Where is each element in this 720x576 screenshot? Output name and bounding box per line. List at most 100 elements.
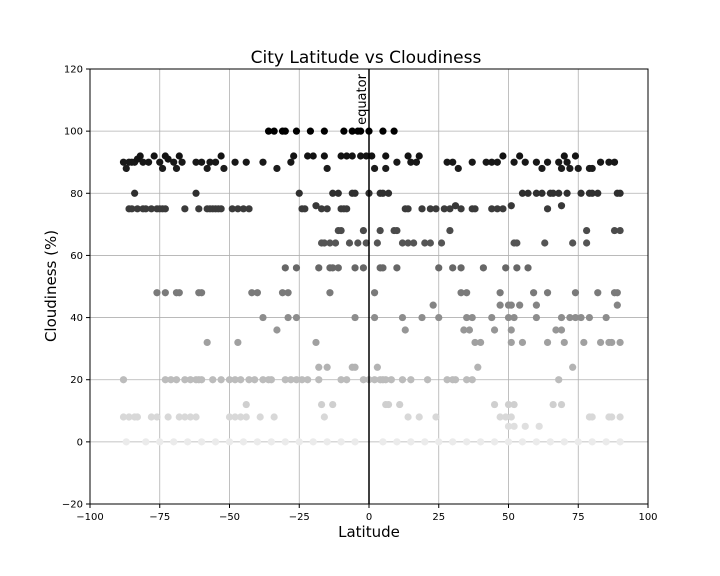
data-point: [583, 239, 591, 247]
equator-annotation: equator: [355, 73, 370, 125]
data-point: [418, 205, 426, 213]
y-tick-label: 100: [64, 127, 83, 138]
data-point: [390, 127, 398, 135]
data-point: [362, 239, 370, 247]
data-point: [482, 158, 490, 166]
data-point: [340, 127, 348, 135]
data-point: [198, 376, 206, 384]
data-point: [557, 326, 566, 334]
data-point: [496, 289, 504, 297]
data-point: [426, 239, 434, 247]
data-point: [437, 239, 446, 247]
data-point: [490, 400, 499, 409]
data-point: [610, 158, 619, 166]
data-point: [555, 189, 563, 197]
data-point: [292, 313, 301, 322]
data-point: [532, 158, 541, 166]
data-point: [343, 152, 351, 160]
data-point: [248, 289, 256, 297]
data-point: [186, 413, 195, 421]
data-point: [588, 413, 596, 421]
data-point: [192, 158, 200, 166]
x-tick-label: 100: [638, 512, 657, 523]
data-point: [463, 289, 471, 297]
data-point: [446, 205, 454, 213]
data-point: [234, 338, 242, 347]
data-point: [418, 313, 426, 322]
data-point: [421, 438, 429, 446]
data-point: [518, 189, 527, 197]
data-point: [309, 438, 317, 446]
data-point: [440, 205, 448, 213]
data-point: [295, 438, 303, 446]
data-point: [454, 164, 462, 173]
data-point: [133, 413, 142, 421]
data-point: [560, 338, 568, 347]
data-point: [560, 152, 568, 160]
data-point: [331, 239, 340, 247]
data-point: [211, 158, 220, 166]
data-point: [468, 158, 476, 166]
data-point: [401, 326, 409, 334]
data-point: [317, 400, 326, 409]
chart-title: City Latitude vs Cloudiness: [251, 48, 482, 68]
data-point: [616, 438, 624, 446]
x-tick-label: −100: [76, 512, 103, 523]
data-point: [479, 264, 487, 272]
data-point: [345, 239, 354, 247]
data-point: [337, 438, 345, 446]
data-point: [488, 205, 496, 213]
data-point: [354, 239, 362, 247]
data-point: [172, 376, 181, 384]
data-point: [613, 301, 621, 309]
data-point: [504, 313, 513, 322]
data-point: [217, 205, 225, 213]
data-point: [292, 264, 301, 272]
data-point: [153, 413, 161, 421]
data-point: [253, 438, 261, 446]
data-point: [507, 301, 515, 309]
y-tick-label: 80: [70, 189, 83, 200]
data-point: [616, 338, 624, 347]
data-point: [549, 400, 557, 409]
data-point: [605, 158, 613, 166]
data-point: [488, 313, 496, 322]
data-point: [217, 152, 225, 160]
data-point: [583, 226, 591, 235]
data-point: [320, 152, 328, 160]
data-point: [457, 289, 465, 297]
data-point: [404, 205, 412, 213]
data-point: [499, 205, 507, 213]
data-point: [133, 205, 142, 213]
data-point: [203, 338, 211, 347]
data-points: [119, 127, 624, 446]
x-tick-label: −25: [289, 512, 310, 523]
data-point: [382, 164, 390, 173]
data-point: [580, 338, 588, 347]
data-point: [242, 413, 250, 421]
data-point: [315, 363, 323, 371]
data-point: [245, 376, 253, 384]
data-point: [490, 326, 499, 334]
y-tick-label: −20: [62, 500, 83, 511]
data-point: [295, 189, 303, 197]
data-point: [410, 239, 418, 247]
data-point: [384, 189, 393, 197]
data-point: [393, 264, 401, 272]
data-point: [370, 376, 379, 384]
data-point: [532, 189, 541, 197]
data-point: [543, 205, 552, 213]
data-point: [329, 400, 337, 409]
data-point: [594, 289, 602, 297]
y-tick-label: 120: [64, 65, 83, 76]
data-point: [510, 158, 518, 166]
data-point: [468, 376, 476, 384]
data-point: [571, 289, 580, 297]
data-point: [460, 326, 468, 334]
data-point: [557, 164, 566, 173]
data-point: [290, 152, 298, 160]
data-point: [546, 438, 554, 446]
y-tick-label: 20: [70, 375, 83, 386]
data-point: [435, 264, 443, 272]
y-tick-label: 60: [70, 251, 83, 262]
